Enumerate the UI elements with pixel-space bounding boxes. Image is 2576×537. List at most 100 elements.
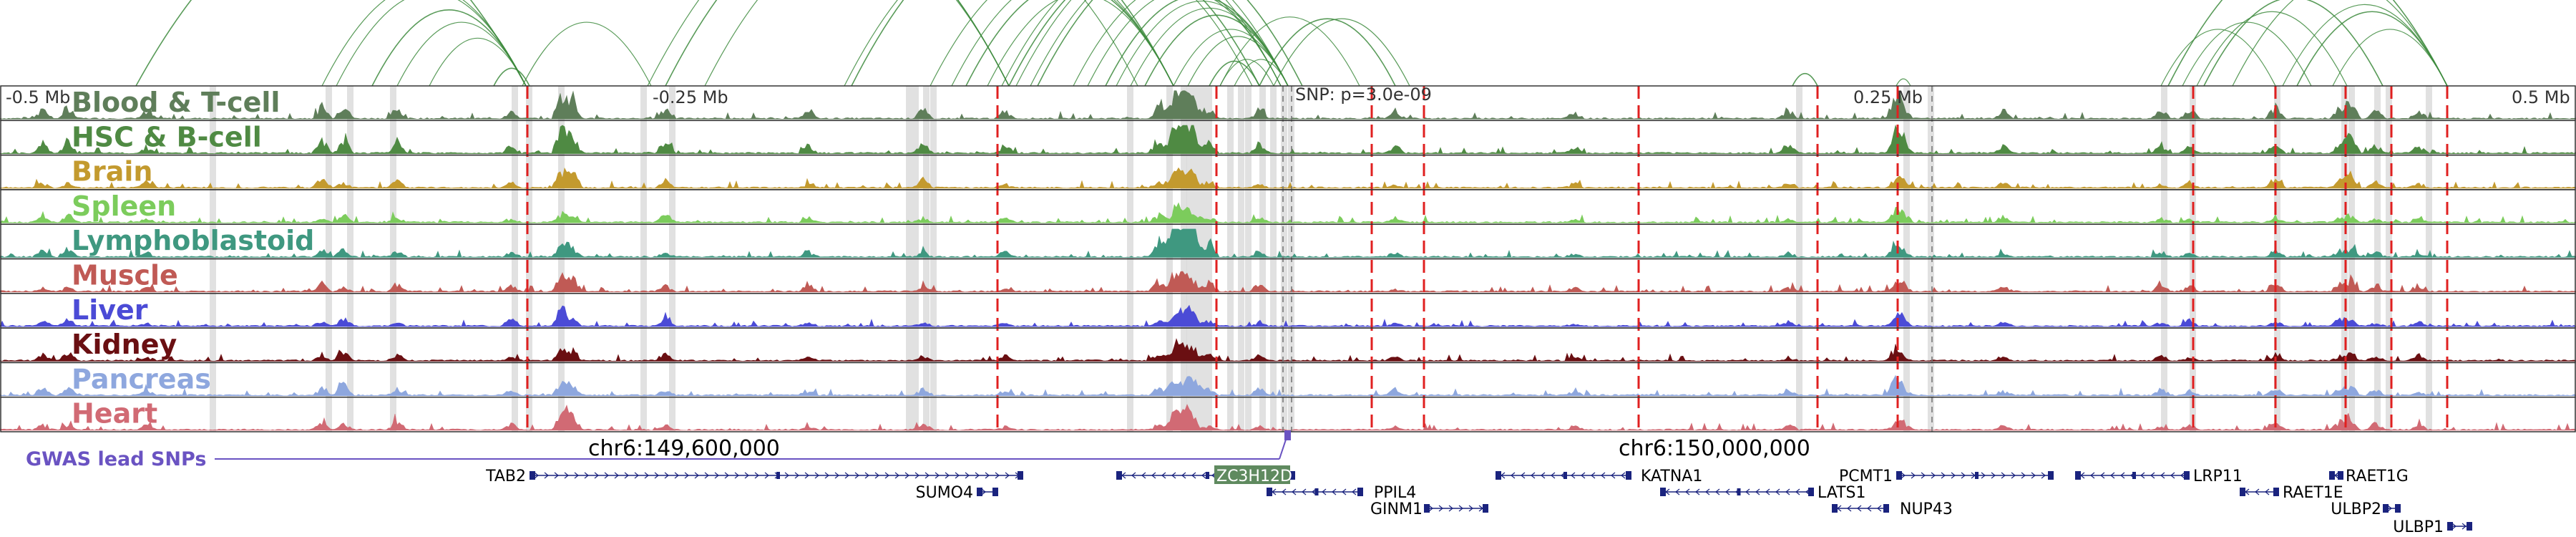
loop-arc xyxy=(321,0,527,87)
loop-arc xyxy=(851,0,1174,87)
track-label: Heart xyxy=(72,398,157,430)
gene-exon xyxy=(1289,471,1295,480)
snp-pvalue-label: SNP: p=3.0e-09 xyxy=(1295,84,1432,105)
gene-exon xyxy=(776,472,780,479)
loop-arc xyxy=(1273,18,1410,87)
gene-model: PCMT1 xyxy=(1839,468,2054,485)
loop-arc xyxy=(1187,36,1289,87)
gene-exon xyxy=(2395,504,2401,513)
signal-track xyxy=(0,304,2576,327)
track-label: Blood & T-cell xyxy=(72,87,280,118)
loop-arc xyxy=(2232,0,2448,87)
gene-model: LATS1 xyxy=(1660,484,1866,502)
signal-track xyxy=(0,202,2576,223)
track-label: Liver xyxy=(72,294,148,326)
signal-track xyxy=(0,167,2576,189)
gene-exon xyxy=(1206,472,1209,479)
gene-exon xyxy=(1424,504,1430,513)
track-label: Spleen xyxy=(72,190,176,222)
loop-arc xyxy=(2167,0,2448,87)
tissue-signal-tracks xyxy=(0,90,2576,431)
scale-labels: -0.5 Mb -0.25 Mb SNP: p=3.0e-09 0.25 Mb … xyxy=(6,84,2570,107)
loop-arc xyxy=(844,0,1138,87)
gene-strand-chevrons xyxy=(981,488,986,495)
loop-arc xyxy=(396,21,527,87)
loop-arc xyxy=(336,0,527,87)
gene-exon xyxy=(1883,504,1889,513)
gene-strand-chevrons xyxy=(534,472,1020,479)
gene-exon xyxy=(1483,504,1488,513)
loop-arc xyxy=(665,0,1010,87)
scale-mid-left-label: -0.25 Mb xyxy=(653,87,728,107)
loop-arc xyxy=(1219,16,1360,87)
gene-exon xyxy=(1314,488,1319,495)
gene-label: PCMT1 xyxy=(1839,468,1893,485)
gene-exon xyxy=(1896,471,1902,480)
gene-exon xyxy=(1626,471,1631,480)
gene-model: GINM1 xyxy=(1370,500,1488,518)
loop-arc xyxy=(1219,59,1274,87)
gwas-label: GWAS lead SNPs xyxy=(26,448,206,470)
gene-exon xyxy=(1563,472,1567,479)
gene-label: SUMO4 xyxy=(916,484,973,502)
loop-arc xyxy=(1073,0,1282,87)
gene-label: ZC3H12D xyxy=(1216,468,1292,485)
gene-exon xyxy=(1116,471,1122,480)
loop-arc xyxy=(1896,78,1911,87)
loop-arc xyxy=(704,0,1010,87)
track-label: Pancreas xyxy=(72,363,211,395)
gene-label: PPIL4 xyxy=(1374,484,1416,502)
gene-strand-chevrons xyxy=(1428,505,1483,512)
loop-arc xyxy=(1234,59,1289,87)
gene-label: ULBP1 xyxy=(2393,518,2444,536)
loop-arc xyxy=(135,0,527,87)
loop-arc xyxy=(965,0,1174,87)
gene-exon xyxy=(1018,471,1023,480)
loop-arc xyxy=(1792,72,1818,87)
gene-model: TAB2 xyxy=(485,468,1023,485)
gene-exon xyxy=(530,471,535,480)
coord-label-right: chr6:150,000,000 xyxy=(1619,436,1810,461)
gene-exon xyxy=(1832,504,1838,513)
gene-exon xyxy=(2338,471,2343,480)
gwas-lead-snp-marker xyxy=(1284,430,1291,440)
gene-exon xyxy=(1975,472,1979,479)
gene-strand-chevrons xyxy=(2387,505,2392,512)
loop-arc xyxy=(371,9,527,87)
loop-arc xyxy=(1144,14,1289,87)
signal-track xyxy=(0,404,2576,431)
gene-exon xyxy=(1808,488,1814,496)
gene-exon xyxy=(1357,488,1363,496)
gene-model: PPIL4 xyxy=(1267,484,1416,502)
gene-exon xyxy=(2273,488,2279,496)
gene-label: ULBP2 xyxy=(2331,500,2381,518)
loop-arc xyxy=(2203,0,2384,87)
track-label: Lymphoblastoid xyxy=(72,225,314,256)
signal-track xyxy=(0,228,2576,258)
signal-track xyxy=(0,374,2576,397)
gene-model: RAET1E xyxy=(2240,484,2343,502)
gene-exon xyxy=(1267,488,1272,496)
scale-left-label: -0.5 Mb xyxy=(6,87,70,107)
gene-exon xyxy=(992,488,998,496)
track-label: Kidney xyxy=(72,329,177,360)
gene-exon xyxy=(2467,522,2472,531)
gene-exon xyxy=(2048,471,2054,480)
scale-right-label: 0.5 Mb xyxy=(2512,87,2570,107)
gene-label: LATS1 xyxy=(1818,484,1866,502)
gene-exon xyxy=(2383,504,2389,513)
gene-label: TAB2 xyxy=(485,468,526,485)
track-frames xyxy=(0,85,2576,432)
gwas-lead-snps-track: GWAS lead SNPs xyxy=(26,430,1291,470)
loop-arc xyxy=(1030,0,1289,87)
gene-model: NUP43 xyxy=(1832,500,1953,518)
gene-model: ULBP1 xyxy=(2393,518,2472,536)
gene-exon xyxy=(2329,471,2335,480)
loop-arc xyxy=(1037,0,1303,87)
highlighted-gene-background xyxy=(1214,465,1290,484)
loop-arc xyxy=(987,0,1174,87)
loop-arc xyxy=(1001,0,1253,87)
gene-label: NUP43 xyxy=(1900,500,1953,518)
